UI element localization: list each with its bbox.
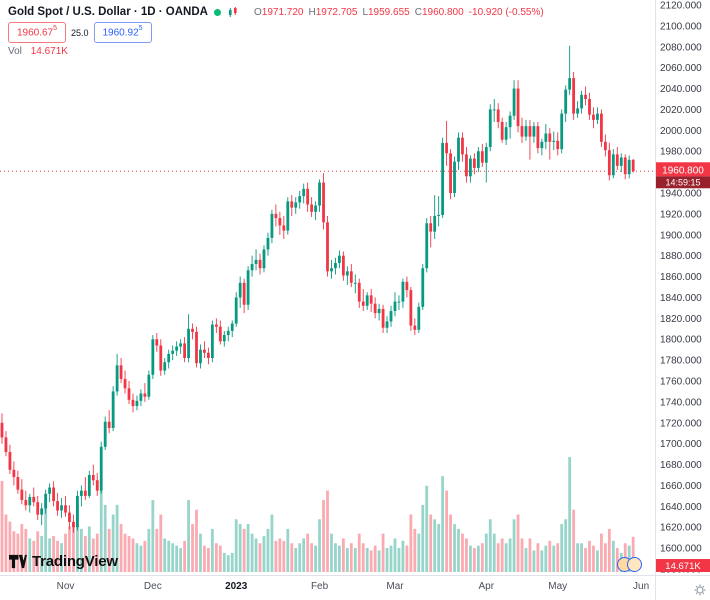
tradingview-logo-text: TradingView [32,553,118,570]
svg-text:1760.000: 1760.000 [660,377,702,388]
svg-text:2020.000: 2020.000 [660,105,702,116]
close-label: C [414,6,422,18]
close-value: 1960.800 [421,6,464,18]
svg-text:2023: 2023 [225,581,248,592]
buy-button[interactable]: 1960.925 [93,22,152,43]
svg-text:1680.000: 1680.000 [660,460,702,471]
legend-row-volume: Vol 14.671K [8,46,544,58]
community-avatar [627,557,642,572]
open-label: O [253,6,262,18]
svg-text:14:59:15: 14:59:15 [665,177,700,187]
svg-text:1960.800: 1960.800 [662,165,704,176]
svg-text:2080.000: 2080.000 [660,42,702,53]
legend-row-symbol: Gold Spot / U.S. Dollar · 1D · OANDA O19… [8,5,544,19]
ohlc-values: O1971.720 H1972.705 L1959.655 C1960.800 -10.… [249,7,544,18]
svg-text:1720.000: 1720.000 [660,418,702,429]
svg-text:Dec: Dec [144,581,162,592]
svg-text:1900.000: 1900.000 [660,230,702,241]
open-value: 1971.720 [261,6,304,18]
mini-candles-icon [228,7,237,17]
tradingview-logo[interactable]: TradingView [8,553,118,570]
bid-price-sup: 5 [53,25,58,33]
high-value: 1972.705 [315,6,358,18]
market-status-dot[interactable] [213,8,221,16]
candlestick-series [0,45,635,533]
volume-indicator-value: 14.671K [30,46,68,57]
axis-settings-gear-icon[interactable] [694,583,706,600]
price-axis[interactable]: 2120.000 2100.000 2080.000 2060.000 2040.000… [660,1,702,576]
svg-text:1620.000: 1620.000 [660,523,702,534]
svg-text:1920.000: 1920.000 [660,209,702,220]
svg-text:2060.000: 2060.000 [660,63,702,74]
svg-text:1820.000: 1820.000 [660,314,702,325]
volume-axis-label: 14.671K [656,559,710,572]
svg-text:1640.000: 1640.000 [660,502,702,513]
svg-text:Nov: Nov [57,581,75,592]
svg-text:1740.000: 1740.000 [660,397,702,408]
svg-text:2040.000: 2040.000 [660,84,702,95]
svg-text:1660.000: 1660.000 [660,481,702,492]
high-label: H [308,6,316,18]
bid-price: 1960.67 [16,27,54,39]
spread-value: 25.0 [71,27,89,38]
svg-text:1800.000: 1800.000 [660,335,702,346]
svg-text:2120.000: 2120.000 [660,1,702,12]
svg-text:1980.000: 1980.000 [660,147,702,158]
ask-price: 1960.92 [102,27,139,39]
chart-legend: Gold Spot / U.S. Dollar · 1D · OANDA O19… [8,5,544,58]
svg-text:1600.000: 1600.000 [660,544,702,555]
symbol-title[interactable]: Gold Spot / U.S. Dollar · 1D · OANDA [8,6,208,18]
chart-type-icon[interactable] [227,6,239,18]
svg-text:2100.000: 2100.000 [660,21,702,32]
svg-text:May: May [548,581,567,592]
volume-indicator-label[interactable]: Vol [8,46,22,57]
legend-row-trade: 1960.675 25.0 1960.925 [8,22,544,43]
svg-text:2000.000: 2000.000 [660,126,702,137]
svg-text:1860.000: 1860.000 [660,272,702,283]
svg-text:Mar: Mar [386,581,404,592]
sell-button[interactable]: 1960.675 [8,22,66,43]
low-label: L [362,6,368,18]
svg-text:Jun: Jun [633,581,649,592]
community-avatars[interactable] [617,557,642,572]
svg-text:14.671K: 14.671K [665,561,701,572]
svg-text:Feb: Feb [311,581,329,592]
ask-price-sup: 5 [138,25,143,33]
svg-text:1700.000: 1700.000 [660,439,702,450]
time-axis[interactable]: Nov Dec 2023 Feb Mar Apr May Jun [57,581,650,592]
change-value: -10.920 (-0.55%) [468,6,544,18]
tradingview-mark-icon [9,554,27,569]
low-value: 1959.655 [368,6,410,18]
svg-text:Apr: Apr [479,581,495,592]
svg-text:1940.000: 1940.000 [660,189,702,200]
svg-text:1840.000: 1840.000 [660,293,702,304]
volume-series [0,457,635,572]
svg-text:1780.000: 1780.000 [660,356,702,367]
svg-text:1880.000: 1880.000 [660,251,702,262]
